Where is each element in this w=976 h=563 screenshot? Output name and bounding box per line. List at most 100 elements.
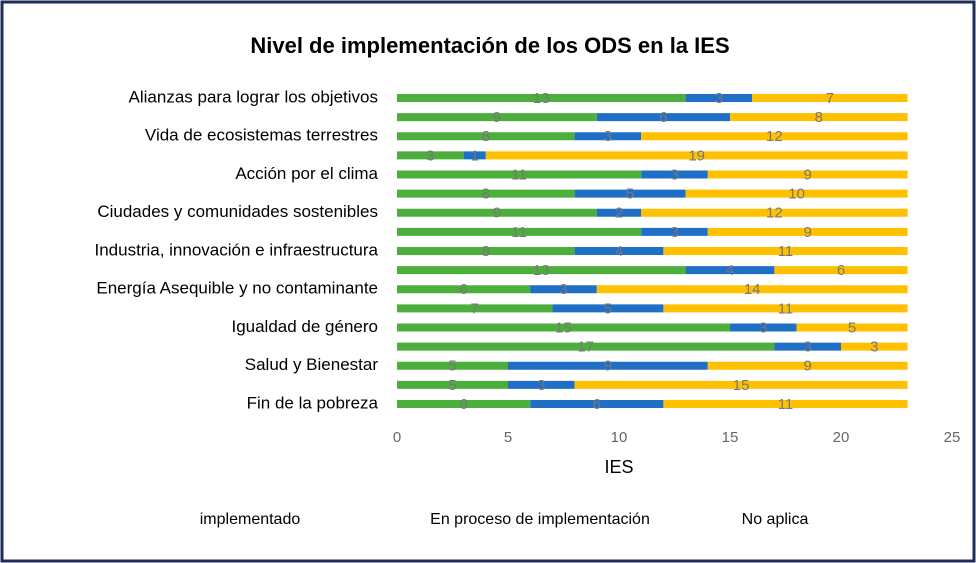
y-tick-label: Alianzas para lograr los objetivos — [129, 87, 378, 106]
bar-segment — [685, 266, 775, 275]
y-tick-label: Industria, innovación e infraestructura — [95, 240, 379, 259]
bar-segment — [841, 342, 908, 351]
bar-segment — [574, 132, 642, 141]
data-label: 9 — [804, 358, 812, 375]
bar-segment — [596, 208, 642, 217]
bar-segment — [397, 94, 686, 102]
data-label: 12 — [766, 205, 783, 222]
bar-segment — [485, 151, 908, 160]
bar-segment — [397, 342, 775, 351]
data-label: 12 — [766, 128, 783, 145]
data-label: 13 — [533, 262, 550, 279]
bar-segment — [397, 208, 597, 217]
bar-segment — [552, 304, 664, 313]
bar-segment — [397, 380, 508, 389]
bar-segment — [397, 151, 464, 160]
legend-label: No aplica — [742, 511, 809, 528]
bar-segment — [530, 400, 664, 408]
chart-title: Nivel de implementación de los ODS en la… — [250, 33, 729, 58]
bar-segment — [730, 323, 797, 332]
data-label: 6 — [593, 396, 601, 413]
x-tick-label: 15 — [722, 429, 739, 446]
bar-segment — [397, 266, 686, 275]
bar-segment — [752, 94, 908, 102]
bar-segment — [641, 170, 708, 179]
x-axis-label: IES — [604, 457, 633, 477]
data-label: 8 — [482, 186, 490, 203]
data-label: 14 — [744, 281, 761, 298]
data-label: 7 — [471, 300, 479, 317]
bar-segment — [707, 170, 908, 179]
bar-segment — [730, 113, 908, 122]
bar-segment — [397, 304, 553, 313]
bar-segment — [397, 361, 508, 370]
legend-label: implementado — [200, 511, 301, 528]
data-label: 6 — [459, 281, 467, 298]
bar-segment — [508, 380, 575, 389]
bar-segment — [796, 323, 908, 332]
bar-segment — [397, 227, 642, 236]
bar-segment — [397, 247, 575, 255]
data-label: 3 — [670, 166, 678, 183]
bar-segment — [663, 304, 908, 313]
data-label: 3 — [426, 147, 434, 164]
bar-segment — [397, 323, 730, 332]
data-label: 8 — [482, 243, 490, 260]
data-label: 11 — [778, 396, 794, 413]
data-label: 5 — [848, 319, 856, 336]
data-label: 8 — [482, 128, 490, 145]
data-label: 3 — [715, 90, 723, 107]
bar-segment — [508, 361, 708, 370]
data-label: 5 — [448, 358, 456, 375]
data-label: 19 — [688, 147, 705, 164]
data-label: 3 — [804, 339, 812, 356]
bar-segment — [663, 247, 908, 255]
bar-segment — [397, 400, 531, 408]
bar-segment — [463, 151, 486, 160]
x-tick-label: 20 — [833, 429, 850, 446]
data-label: 9 — [604, 358, 612, 375]
data-label: 8 — [815, 109, 823, 126]
data-label: 2 — [615, 205, 623, 222]
data-label: 10 — [788, 186, 805, 203]
bar-segment — [574, 247, 664, 255]
data-label: 15 — [733, 377, 750, 394]
data-label: 4 — [726, 262, 734, 279]
data-label: 5 — [604, 300, 612, 317]
data-label: 9 — [493, 109, 501, 126]
bar-segment — [397, 189, 575, 198]
bar-segment — [574, 189, 686, 198]
data-label: 1 — [471, 147, 479, 164]
data-label: 9 — [804, 166, 812, 183]
data-label: 17 — [577, 339, 594, 356]
data-label: 4 — [615, 243, 623, 260]
data-label: 5 — [448, 377, 456, 394]
bar-segment — [397, 132, 575, 141]
y-tick-label: Vida de ecosistemas terrestres — [145, 126, 378, 145]
y-tick-label: Fin de la pobreza — [247, 393, 379, 412]
x-tick-label: 5 — [504, 429, 512, 446]
data-label: 3 — [670, 224, 678, 241]
data-label: 9 — [493, 205, 501, 222]
bar-segment — [397, 170, 642, 179]
data-label: 11 — [778, 300, 794, 317]
bar-segment — [596, 113, 730, 122]
bar-segment — [774, 342, 841, 351]
bar-segment — [707, 227, 908, 236]
bar-segment — [774, 266, 908, 275]
bar-segment — [685, 189, 908, 198]
data-label: 3 — [559, 281, 567, 298]
bar-segment — [397, 285, 531, 294]
bar-segment — [707, 361, 908, 370]
data-label: 3 — [604, 128, 612, 145]
y-tick-label: Igualdad de género — [231, 317, 378, 336]
data-label: 6 — [659, 109, 667, 126]
bar-segment — [641, 132, 908, 141]
bar-segment — [641, 227, 708, 236]
x-tick-label: 10 — [611, 429, 628, 446]
data-label: 11 — [511, 224, 527, 241]
bar-segment — [685, 94, 753, 102]
bar-segment — [530, 285, 597, 294]
data-label: 15 — [555, 319, 572, 336]
